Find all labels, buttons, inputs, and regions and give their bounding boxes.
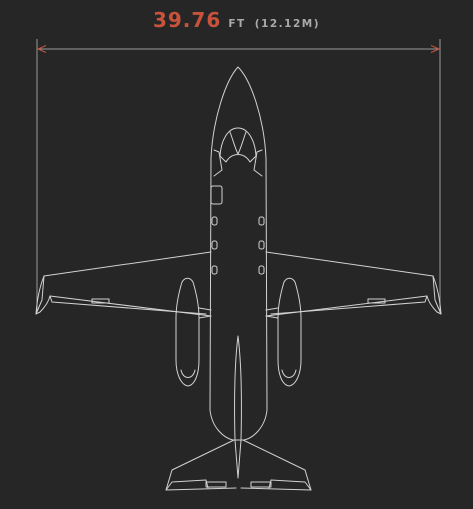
wingspan-dimension-line: [36, 39, 441, 312]
right-engine-exhaust: [281, 369, 297, 378]
cabin-window: [258, 216, 265, 226]
fuselage: [209, 66, 268, 441]
wingspan-metric: (12.12M): [254, 18, 321, 30]
right-flap-hinge: [367, 298, 386, 304]
cabin-window: [258, 240, 265, 250]
right-elevator: [268, 479, 312, 491]
wingspan-unit: FT: [228, 18, 246, 30]
right-engine-pylon: [265, 307, 279, 319]
wingspan-value: 39.76: [152, 8, 222, 32]
left-elevator-trim: [205, 481, 227, 488]
left-elevator: [165, 479, 209, 491]
vertical-stabilizer: [234, 335, 242, 479]
right-engine-nacelle: [277, 277, 302, 387]
left-winglet: [35, 275, 45, 315]
cockpit-divider: [229, 131, 247, 155]
wingspan-label: 39.76 FT (12.12M): [0, 8, 473, 32]
left-engine-pylon: [198, 307, 212, 319]
dimension-arrow-left: [36, 45, 47, 53]
cabin-window: [211, 216, 218, 226]
right-elevator-trim: [250, 481, 272, 488]
right-wing: [265, 251, 442, 317]
left-engine-nacelle: [175, 277, 200, 387]
right-horizontal-stabilizer: [240, 439, 312, 491]
entry-door: [210, 185, 223, 205]
left-engine-exhaust: [180, 369, 196, 378]
cockpit-side-windows: [213, 149, 263, 177]
cabin-window: [211, 240, 218, 250]
cabin-window: [211, 265, 218, 275]
left-flap: [49, 295, 207, 315]
cabin-window: [258, 265, 265, 275]
dimension-arrow-right: [430, 45, 441, 53]
left-flap-hinge: [91, 298, 110, 304]
left-wing: [35, 251, 212, 317]
cockpit-windshield: [219, 127, 257, 163]
right-winglet: [432, 275, 442, 315]
left-horizontal-stabilizer: [165, 439, 237, 491]
jet-outline: [35, 66, 442, 491]
right-flap: [270, 295, 428, 315]
